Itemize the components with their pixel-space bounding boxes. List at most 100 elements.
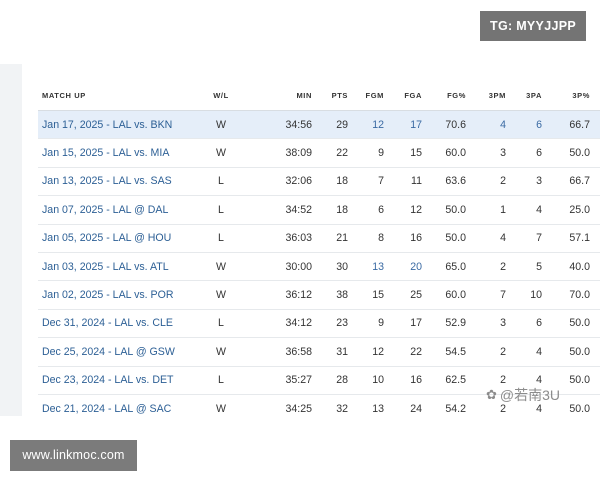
- cell-overflow: [596, 280, 600, 310]
- cell-match-up[interactable]: Dec 23, 2024 - LAL vs. DET: [38, 366, 206, 395]
- cell-wl: L: [206, 309, 250, 339]
- cell-3p-pct: 50.0: [548, 366, 596, 395]
- cell-overflow: [596, 309, 600, 339]
- cell-pts: 29: [318, 110, 354, 140]
- column-header-fgm[interactable]: FGM: [354, 80, 390, 111]
- cell-fga: 17: [390, 309, 428, 339]
- column-header-min[interactable]: MIN: [250, 80, 318, 111]
- cell-pts: 23: [318, 309, 354, 339]
- cell-3pm: 2: [472, 252, 512, 282]
- cell-3pm: 2: [472, 366, 512, 395]
- cell-wl: L: [206, 224, 250, 253]
- cell-min: 34:56: [250, 110, 318, 140]
- cell-fg-pct: 70.6: [428, 110, 472, 140]
- column-header-match-up[interactable]: MATCH UP: [38, 80, 206, 111]
- cell-3p-pct: 66.7: [548, 167, 596, 197]
- table-row[interactable]: Jan 15, 2025 - LAL vs. MIA W 38:09 22 9 15 60.…: [38, 138, 600, 168]
- cell-fg-pct: 54.2: [428, 394, 472, 416]
- cell-fga: 16: [390, 366, 428, 395]
- cell-wl: W: [206, 138, 250, 168]
- cell-fgm: 13: [354, 252, 390, 282]
- cell-wl: W: [206, 252, 250, 282]
- cell-fg-pct: 62.5: [428, 366, 472, 395]
- cell-3pa: 6: [512, 110, 548, 140]
- column-header-3pm[interactable]: 3PM: [472, 80, 512, 111]
- cell-fg-pct: 60.0: [428, 280, 472, 310]
- cell-pts: 18: [318, 167, 354, 197]
- cell-pts: 38: [318, 280, 354, 310]
- cell-3pm: 7: [472, 280, 512, 310]
- watermark-overlay-text: @若南3U: [499, 387, 561, 403]
- cell-min: 35:27: [250, 366, 318, 395]
- column-header-pts[interactable]: PTS: [318, 80, 354, 111]
- cell-fg-pct: 63.6: [428, 167, 472, 197]
- table-row[interactable]: Jan 02, 2025 - LAL vs. POR W 36:12 38 15 25 60…: [38, 280, 600, 310]
- cell-fga: 15: [390, 138, 428, 168]
- cell-pts: 22: [318, 138, 354, 168]
- cell-pts: 28: [318, 366, 354, 395]
- cell-fgm: 6: [354, 195, 390, 225]
- column-header-wl[interactable]: W/L: [206, 80, 250, 111]
- cell-match-up[interactable]: Jan 02, 2025 - LAL vs. POR: [38, 280, 206, 310]
- cell-overflow: [596, 110, 600, 140]
- cell-match-up[interactable]: Jan 15, 2025 - LAL vs. MIA: [38, 138, 206, 168]
- cell-min: 36:58: [250, 337, 318, 367]
- table-row[interactable]: Jan 07, 2025 - LAL @ DAL L 34:52 18 6 12 50.0 1…: [38, 195, 600, 225]
- cell-wl: W: [206, 110, 250, 140]
- column-header-fga[interactable]: FGA: [390, 80, 428, 111]
- cell-min: 34:12: [250, 309, 318, 339]
- cell-match-up[interactable]: Dec 21, 2024 - LAL @ SAC: [38, 394, 206, 416]
- cell-3pm: 3: [472, 309, 512, 339]
- cell-3p-pct: 50.0: [548, 309, 596, 339]
- table-row[interactable]: Jan 03, 2025 - LAL vs. ATL W 30:00 30 13 20 65…: [38, 252, 600, 282]
- cell-match-up[interactable]: Dec 31, 2024 - LAL vs. CLE: [38, 309, 206, 339]
- table-row[interactable]: Dec 21, 2024 - LAL @ SAC W 34:25 32 13 24 54.2…: [38, 394, 600, 416]
- cell-match-up[interactable]: Jan 17, 2025 - LAL vs. BKN: [38, 110, 206, 140]
- table-row[interactable]: Jan 05, 2025 - LAL @ HOU L 36:03 21 8 16 50.0 4…: [38, 224, 600, 253]
- cell-min: 34:52: [250, 195, 318, 225]
- cell-match-up[interactable]: Jan 07, 2025 - LAL @ DAL: [38, 195, 206, 225]
- cell-fga: 24: [390, 394, 428, 416]
- game-log-panel: MATCH UP W/L MIN PTS FGM FGA FG% 3PM 3PA…: [22, 64, 600, 416]
- table-row[interactable]: Jan 17, 2025 - LAL vs. BKN W 34:56 29 12 17 70…: [38, 110, 600, 140]
- cell-pts: 18: [318, 195, 354, 225]
- cell-wl: L: [206, 195, 250, 225]
- cell-overflow: [596, 394, 600, 416]
- cell-match-up[interactable]: Jan 03, 2025 - LAL vs. ATL: [38, 252, 206, 282]
- cell-fga: 22: [390, 337, 428, 367]
- column-header-3pa[interactable]: 3PA: [512, 80, 548, 111]
- table-row[interactable]: Dec 23, 2024 - LAL vs. DET L 35:27 28 10 16 62…: [38, 366, 600, 395]
- cell-fga: 12: [390, 195, 428, 225]
- watermark-url: www.linkmoc.com: [10, 440, 137, 471]
- cell-min: 30:00: [250, 252, 318, 282]
- cell-fgm: 8: [354, 224, 390, 253]
- cell-fga: 25: [390, 280, 428, 310]
- table-body: Jan 17, 2025 - LAL vs. BKN W 34:56 29 12 17 70…: [38, 110, 600, 416]
- cell-3p-pct: 50.0: [548, 394, 596, 416]
- cell-overflow: [596, 138, 600, 168]
- watermark-overlay: ✿ @若南3U: [486, 382, 560, 408]
- cell-fgm: 10: [354, 366, 390, 395]
- cell-match-up[interactable]: Dec 25, 2024 - LAL @ GSW: [38, 337, 206, 367]
- cell-fgm: 12: [354, 337, 390, 367]
- cell-fg-pct: 65.0: [428, 252, 472, 282]
- table-row[interactable]: Dec 31, 2024 - LAL vs. CLE L 34:12 23 9 17 52.…: [38, 309, 600, 339]
- cell-3pm: 2: [472, 394, 512, 416]
- table-row[interactable]: Dec 25, 2024 - LAL @ GSW W 36:58 31 12 22 54.5…: [38, 337, 600, 367]
- cell-3p-pct: 50.0: [548, 138, 596, 168]
- cell-match-up[interactable]: Jan 13, 2025 - LAL vs. SAS: [38, 167, 206, 197]
- game-log-table: MATCH UP W/L MIN PTS FGM FGA FG% 3PM 3PA…: [38, 80, 600, 416]
- table-row[interactable]: Jan 13, 2025 - LAL vs. SAS L 32:06 18 7 11 63.…: [38, 167, 600, 197]
- cell-match-up[interactable]: Jan 05, 2025 - LAL @ HOU: [38, 224, 206, 253]
- cell-fga: 20: [390, 252, 428, 282]
- paw-icon: ✿: [486, 387, 497, 402]
- cell-3pm: 1: [472, 195, 512, 225]
- cell-3pa: 5: [512, 252, 548, 282]
- cell-overflow: [596, 195, 600, 225]
- column-header-3p-pct[interactable]: 3P%: [548, 80, 596, 111]
- left-edge-panel: [0, 64, 23, 416]
- cell-wl: W: [206, 280, 250, 310]
- column-header-fg-pct[interactable]: FG%: [428, 80, 472, 111]
- cell-3p-pct: 25.0: [548, 195, 596, 225]
- cell-3p-pct: 57.1: [548, 224, 596, 253]
